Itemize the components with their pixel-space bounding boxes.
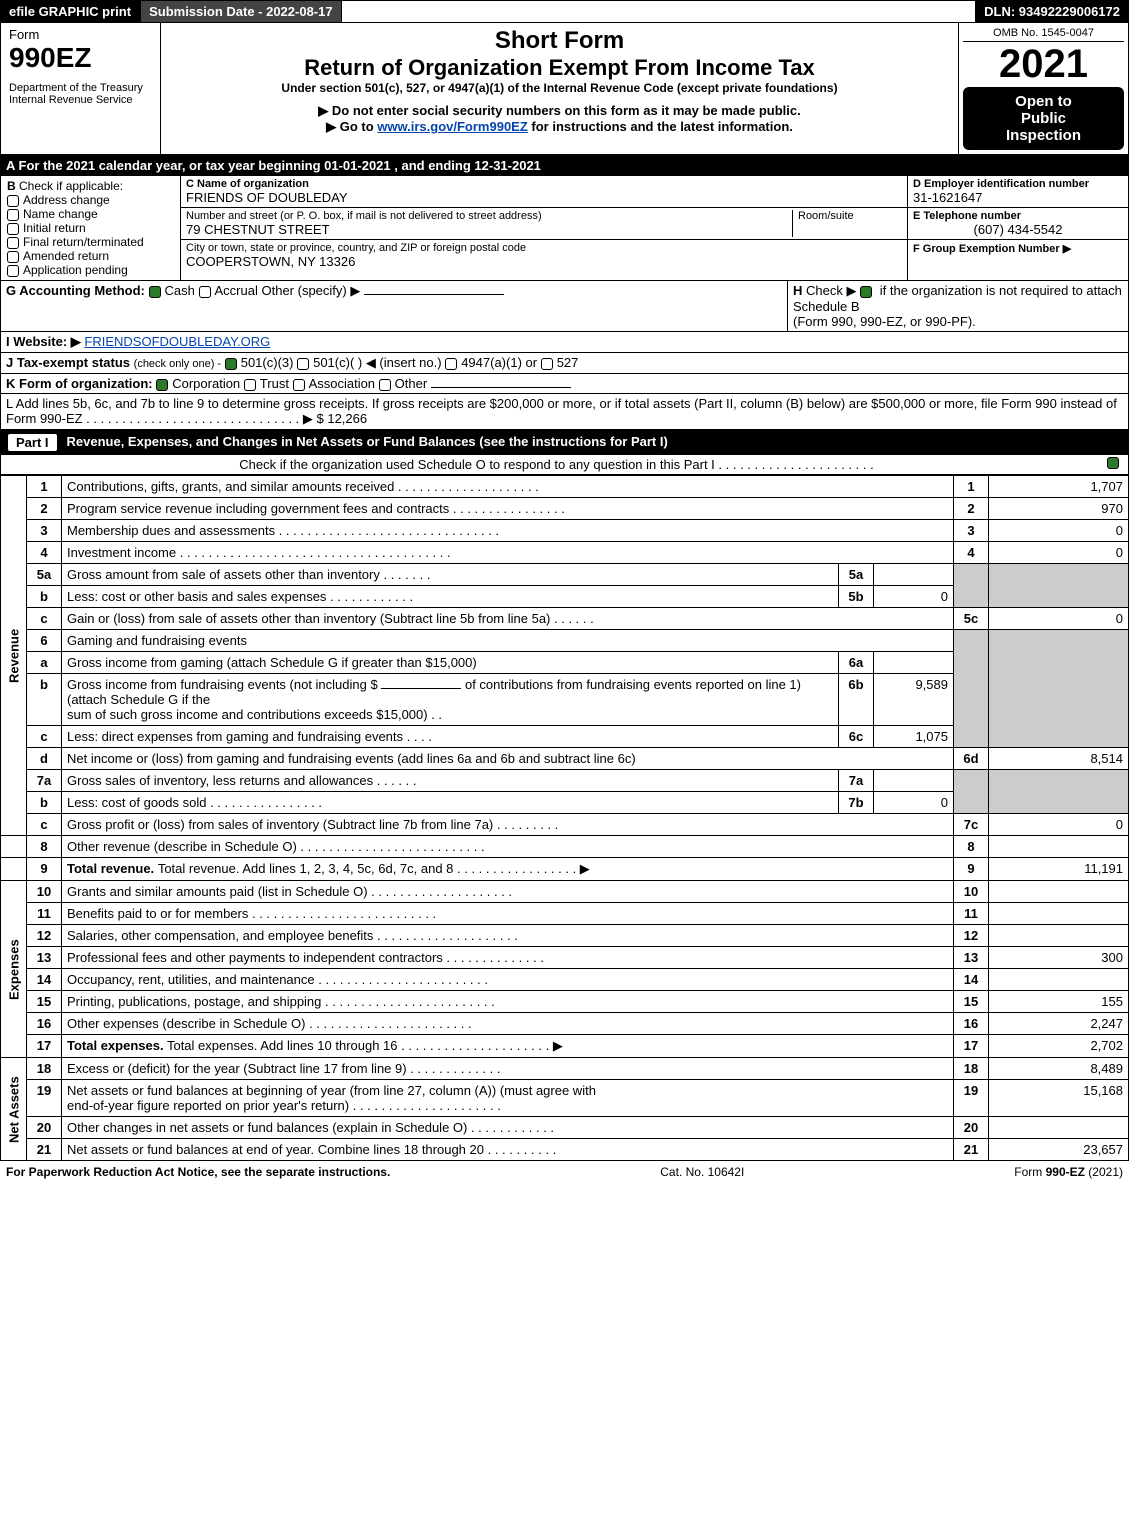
section-i-label: I Website: ▶ [6, 334, 81, 349]
section-k-label: K Form of organization: [6, 376, 153, 391]
submission-date: Submission Date - 2022-08-17 [140, 0, 342, 23]
street-address: 79 CHESTNUT STREET [186, 222, 792, 237]
expenses-side-label: Expenses [1, 881, 27, 1058]
checkbox-other-org[interactable] [379, 379, 391, 391]
telephone-value: (607) 434-5542 [913, 222, 1123, 237]
title-short-form: Short Form [169, 27, 950, 55]
checkbox-4947[interactable] [445, 358, 457, 370]
footer-right: Form 990-EZ (2021) [1014, 1165, 1123, 1179]
checkbox-initial-return[interactable] [7, 223, 19, 235]
irs-link[interactable]: www.irs.gov/Form990EZ [377, 119, 528, 134]
top-bar: efile GRAPHIC print Submission Date - 20… [0, 0, 1129, 23]
checkbox-schedule-o[interactable] [1107, 457, 1119, 469]
section-a-period: A For the 2021 calendar year, or tax yea… [0, 155, 1129, 176]
checkbox-501c[interactable] [297, 358, 309, 370]
checkbox-amended-return[interactable] [7, 251, 19, 263]
website-link[interactable]: FRIENDSOFDOUBLEDAY.ORG [84, 334, 270, 349]
checkbox-527[interactable] [541, 358, 553, 370]
title-return: Return of Organization Exempt From Incom… [169, 55, 950, 81]
form-number: 990EZ [9, 42, 152, 74]
room-suite-label: Room/suite [792, 210, 902, 237]
sections-bcdef: B Check if applicable: Address change Na… [0, 176, 1129, 281]
section-g-label: G Accounting Method: [6, 283, 145, 298]
dept-treasury: Department of the Treasury [9, 82, 152, 94]
city-state-zip: COOPERSTOWN, NY 13326 [186, 254, 902, 269]
part1-check-note: Check if the organization used Schedule … [239, 457, 873, 472]
revenue-table: Revenue 1Contributions, gifts, grants, a… [0, 475, 1129, 1161]
section-j-label: J Tax-exempt status [6, 355, 130, 370]
city-label: City or town, state or province, country… [186, 242, 902, 254]
ein-value: 31-1621647 [913, 190, 1123, 205]
checkbox-name-change[interactable] [7, 209, 19, 221]
section-c-label: C Name of organization [186, 178, 902, 190]
section-f-label: F Group Exemption Number ▶ [913, 242, 1123, 255]
checkbox-501c3[interactable] [225, 358, 237, 370]
checkbox-trust[interactable] [244, 379, 256, 391]
street-label: Number and street (or P. O. box, if mail… [186, 210, 792, 222]
tax-year: 2021 [963, 42, 1124, 87]
section-d-label: D Employer identification number [913, 178, 1123, 190]
inspection-box: Open to Public Inspection [963, 87, 1124, 150]
org-name: FRIENDS OF DOUBLEDAY [186, 190, 902, 205]
section-b: B Check if applicable: Address change Na… [1, 176, 181, 280]
checkbox-accrual[interactable] [199, 286, 211, 298]
checkbox-corporation[interactable] [156, 379, 168, 391]
netassets-side-label: Net Assets [1, 1058, 27, 1161]
checkbox-application-pending[interactable] [7, 265, 19, 277]
form-label: Form [9, 27, 152, 42]
footer-left: For Paperwork Reduction Act Notice, see … [6, 1165, 390, 1179]
page-footer: For Paperwork Reduction Act Notice, see … [0, 1161, 1129, 1183]
subtitle: Under section 501(c), 527, or 4947(a)(1)… [169, 81, 950, 95]
dln-number: DLN: 93492229006172 [975, 0, 1129, 23]
note-link: ▶ Go to www.irs.gov/Form990EZ for instru… [169, 119, 950, 135]
revenue-side-label: Revenue [1, 476, 27, 836]
section-l: L Add lines 5b, 6c, and 7b to line 9 to … [1, 394, 1128, 429]
footer-center: Cat. No. 10642I [660, 1165, 744, 1179]
section-h: H Check ▶ if the organization is not req… [788, 281, 1128, 331]
checkbox-cash[interactable] [149, 286, 161, 298]
checkbox-association[interactable] [293, 379, 305, 391]
checkbox-address-change[interactable] [7, 195, 19, 207]
section-e-label: E Telephone number [913, 210, 1123, 222]
checkbox-final-return[interactable] [7, 237, 19, 249]
checkbox-schedule-b[interactable] [860, 286, 872, 298]
omb-number: OMB No. 1545-0047 [963, 27, 1124, 42]
efile-print-button[interactable]: efile GRAPHIC print [0, 0, 140, 23]
irs-label: Internal Revenue Service [9, 94, 152, 106]
part-1-header: Part I Revenue, Expenses, and Changes in… [0, 430, 1129, 455]
form-header: Form 990EZ Department of the Treasury In… [0, 23, 1129, 155]
note-ssn: ▶ Do not enter social security numbers o… [169, 103, 950, 119]
